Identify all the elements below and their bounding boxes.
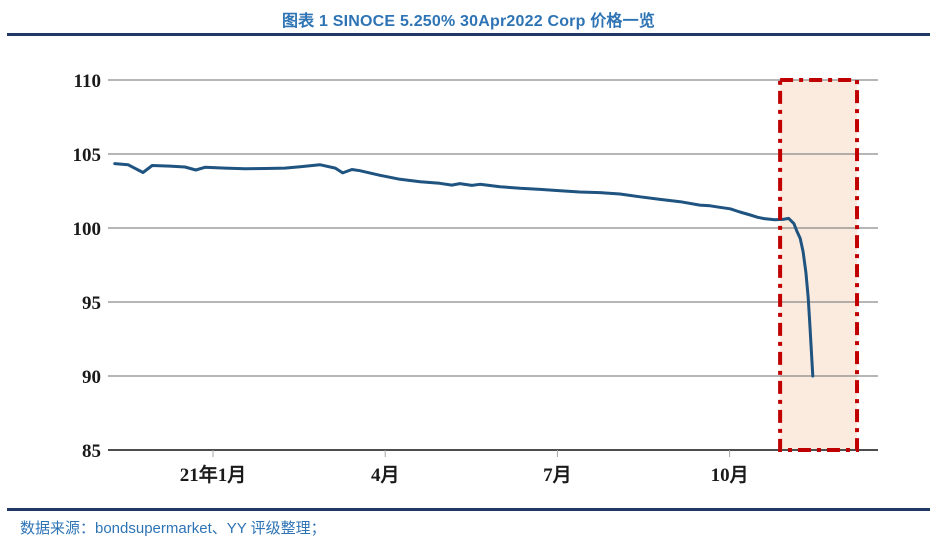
y-tick-label: 110 — [74, 71, 101, 92]
data-source-note: 数据来源：bondsupermarket、YY 评级整理； — [20, 520, 326, 537]
y-tick-label: 95 — [82, 293, 101, 314]
bottom-divider — [7, 508, 930, 511]
y-tick-label: 85 — [82, 441, 101, 462]
top-divider — [7, 33, 930, 36]
x-tick-label: 4月 — [371, 465, 400, 486]
price-line — [113, 162, 815, 378]
y-tick-label: 90 — [82, 367, 101, 388]
chart-title: 图表 1 SINOCE 5.250% 30Apr2022 Corp 价格一览 — [281, 13, 656, 30]
highlight-region — [780, 80, 858, 450]
x-tick-label: 7月 — [543, 465, 572, 486]
highlight-border — [778, 78, 860, 452]
x-tick-label: 10月 — [711, 465, 749, 486]
x-tick-label: 21年1月 — [180, 463, 247, 486]
y-tick-label: 105 — [73, 145, 102, 166]
y-tick-label: 100 — [73, 219, 102, 240]
